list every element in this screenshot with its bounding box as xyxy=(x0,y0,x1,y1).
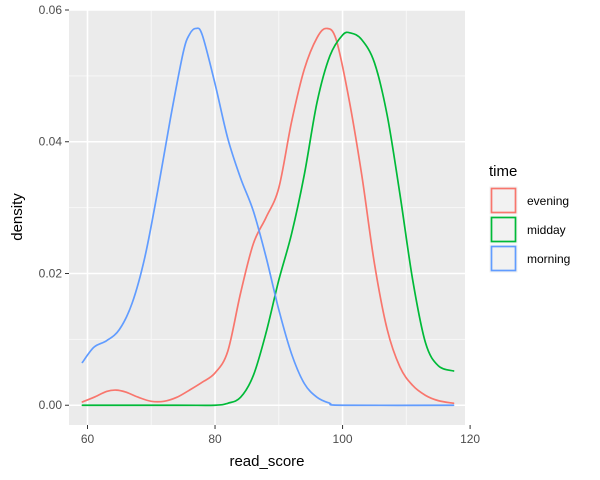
x-axis-title: read_score xyxy=(229,453,304,470)
y-axis-title: density xyxy=(9,193,26,241)
legend-swatch-midday xyxy=(490,216,517,243)
series-line-evening xyxy=(81,27,455,405)
legend-label-midday: midday xyxy=(527,223,566,237)
series-line-midday xyxy=(81,31,455,407)
x-tick-label: 100 xyxy=(333,432,353,446)
legend-item-midday: midday xyxy=(488,214,566,245)
y-tick-label: 0.00 xyxy=(39,398,63,412)
legend-key-evening xyxy=(488,185,519,216)
x-tick-label: 60 xyxy=(81,432,95,446)
panel-background xyxy=(69,10,465,425)
legend-title: time xyxy=(489,163,517,180)
legend-label-evening: evening xyxy=(527,194,569,208)
legend: time evening midday morning xyxy=(488,163,570,274)
legend-swatch-evening xyxy=(490,187,517,214)
legend-items: evening midday morning xyxy=(488,185,570,274)
series-line-morning xyxy=(81,27,455,407)
legend-key-midday xyxy=(488,214,519,245)
legend-label-morning: morning xyxy=(527,252,570,266)
axis-ticks xyxy=(65,9,471,429)
y-tick-label: 0.04 xyxy=(39,135,63,149)
legend-item-morning: morning xyxy=(488,243,570,274)
minor-grid xyxy=(69,10,465,425)
x-tick-label: 80 xyxy=(208,432,222,446)
legend-key-morning xyxy=(488,243,519,274)
legend-item-evening: evening xyxy=(488,185,569,216)
legend-swatch-morning xyxy=(490,245,517,272)
y-tick-label: 0.02 xyxy=(39,266,63,280)
x-tick-label: 120 xyxy=(460,432,480,446)
y-tick-label: 0.06 xyxy=(39,3,63,17)
axis-tick-labels: 60 80 100 120 0.00 0.02 0.04 0.06 xyxy=(39,3,481,446)
series-lines xyxy=(81,27,455,407)
